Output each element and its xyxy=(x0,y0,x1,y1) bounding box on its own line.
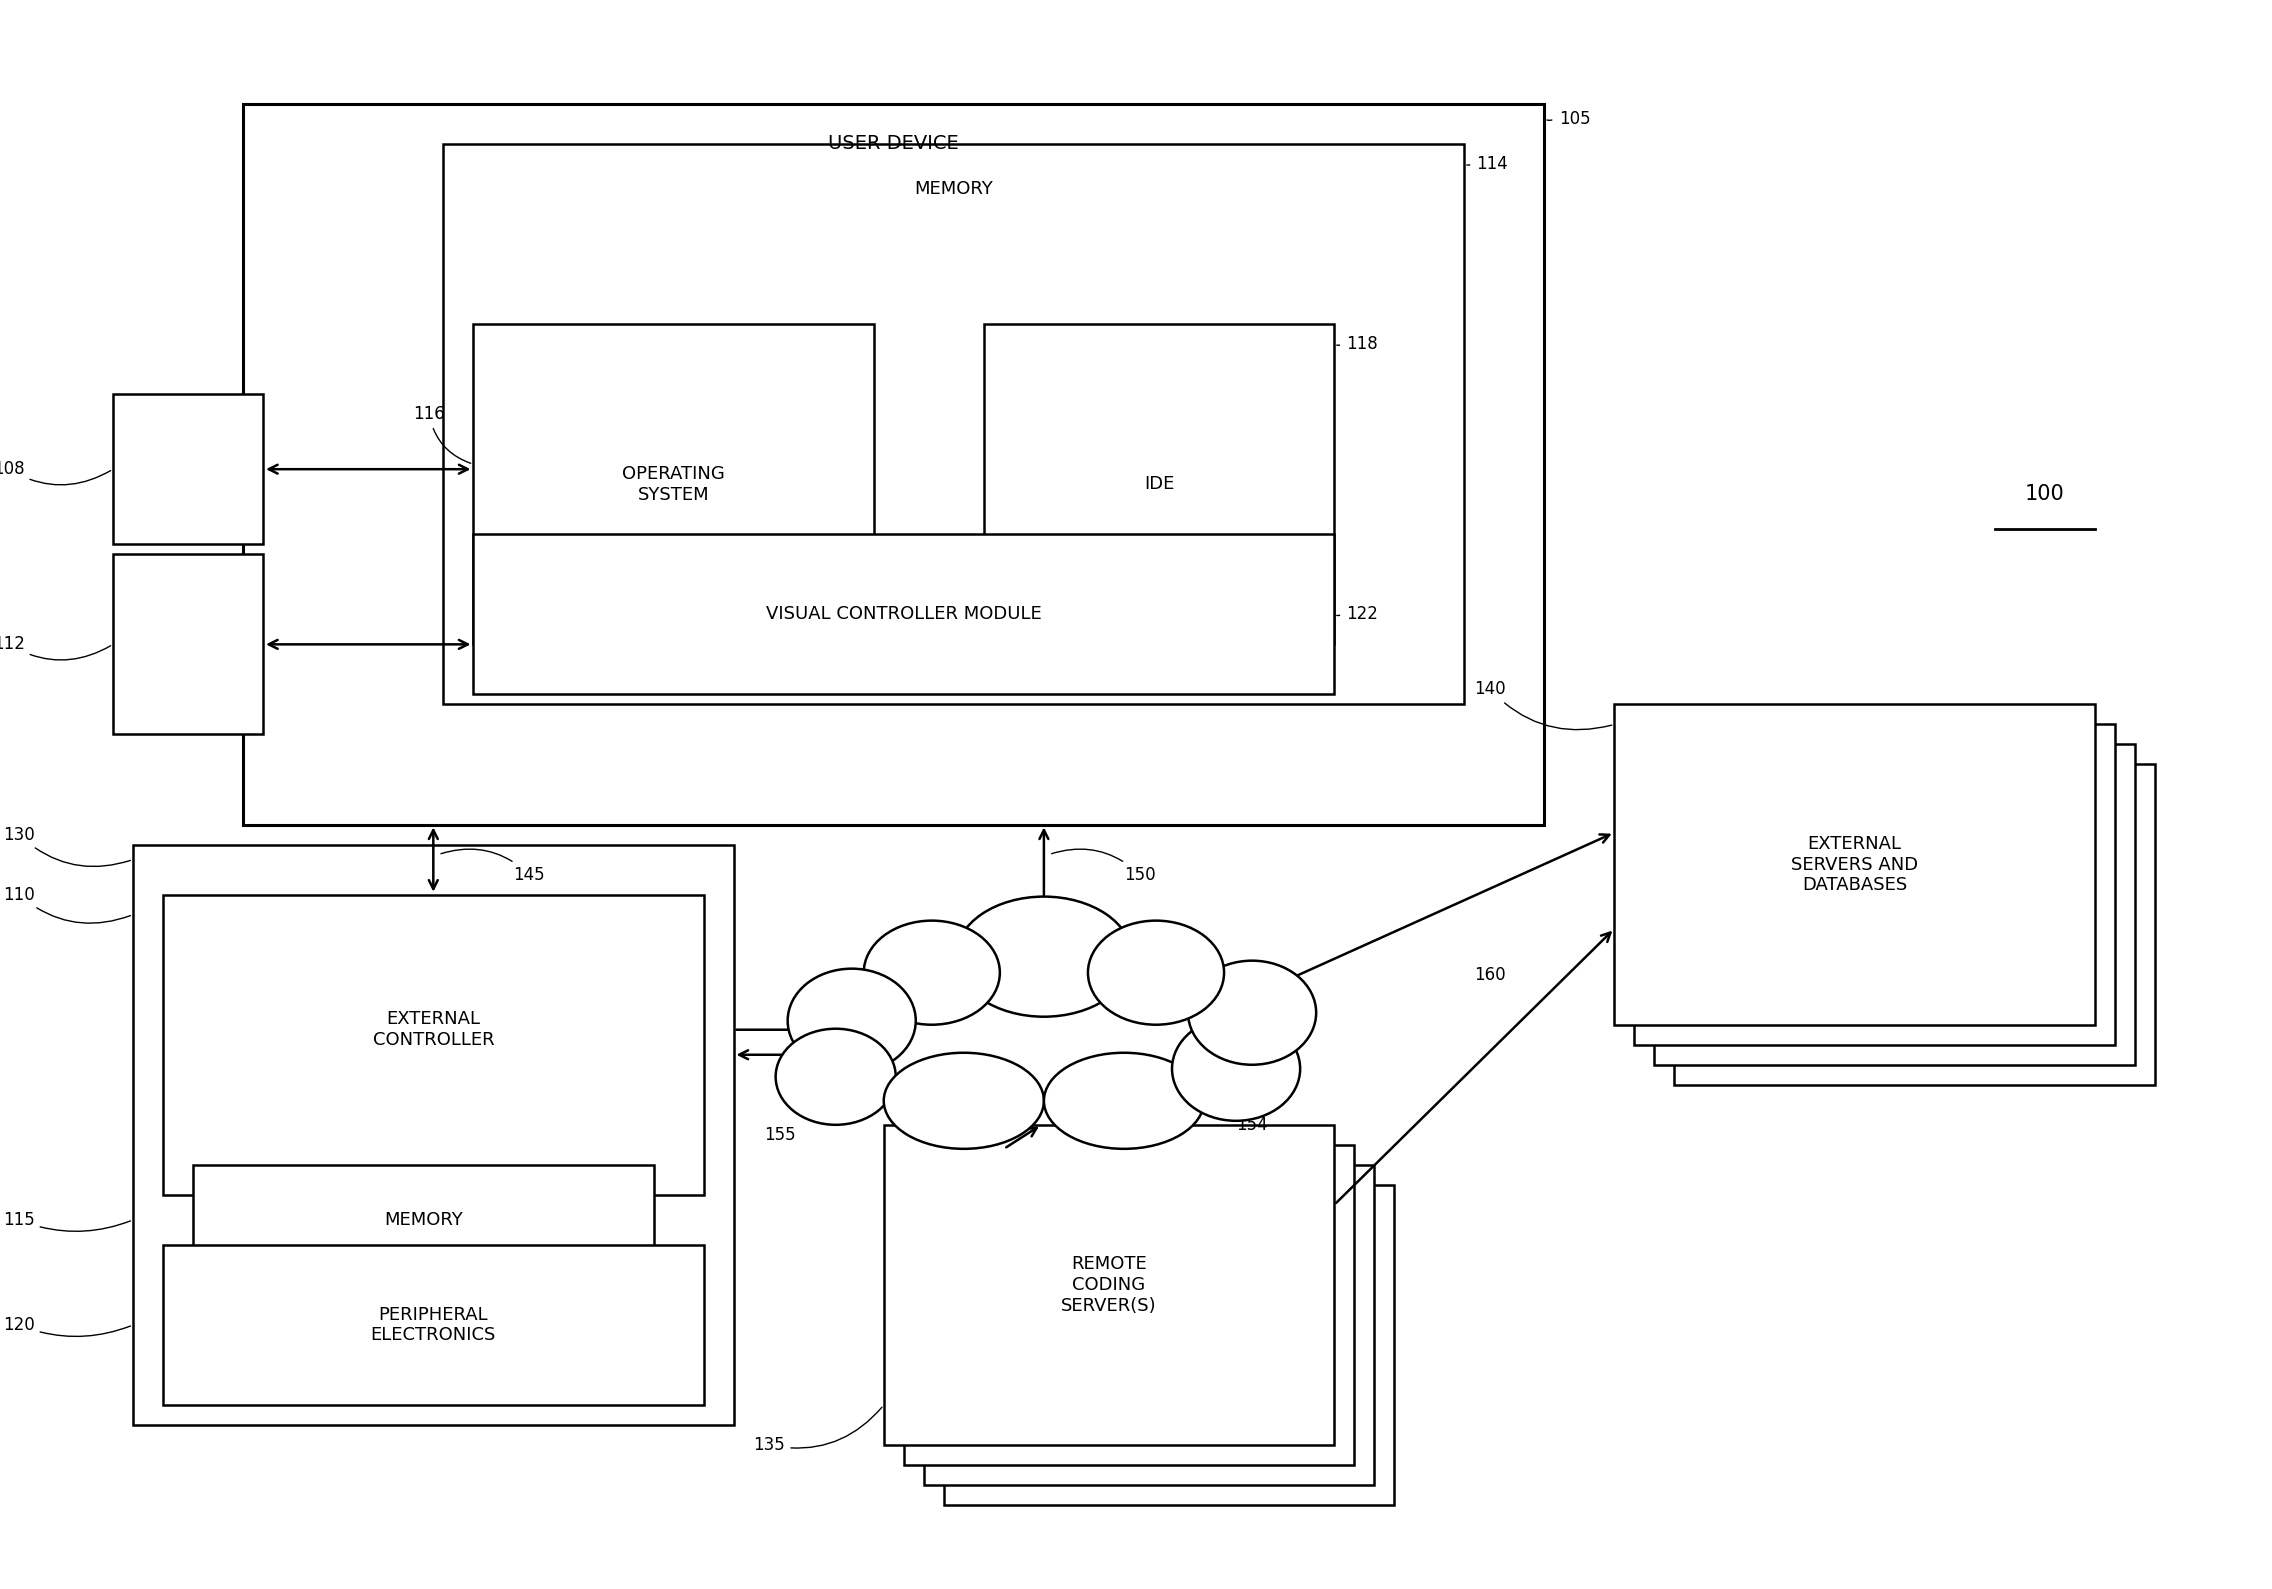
Bar xyxy=(904,1144,1354,1465)
Text: 112: 112 xyxy=(0,636,111,659)
Text: 130: 130 xyxy=(2,826,130,866)
Text: 145: 145 xyxy=(441,849,545,883)
Text: 150: 150 xyxy=(1052,849,1156,883)
Bar xyxy=(114,394,264,545)
Text: 115: 115 xyxy=(2,1211,130,1231)
Bar xyxy=(443,145,1463,704)
Text: EXTERNAL
CONTROLLER: EXTERNAL CONTROLLER xyxy=(373,1011,493,1049)
Bar xyxy=(1674,764,2154,1085)
Bar xyxy=(984,324,1334,645)
Text: EXTERNAL
SERVERS AND
DATABASES: EXTERNAL SERVERS AND DATABASES xyxy=(1790,834,1918,895)
Ellipse shape xyxy=(863,920,1000,1025)
Text: 118: 118 xyxy=(1347,335,1377,353)
Text: USER DEVICE: USER DEVICE xyxy=(829,135,959,154)
Text: PERIPHERAL
ELECTRONICS: PERIPHERAL ELECTRONICS xyxy=(370,1306,495,1344)
Ellipse shape xyxy=(884,1054,1043,1149)
Ellipse shape xyxy=(1088,920,1225,1025)
Bar xyxy=(925,1165,1375,1486)
Ellipse shape xyxy=(1188,961,1315,1065)
Text: MEMORY: MEMORY xyxy=(913,180,993,199)
Bar xyxy=(164,1244,704,1405)
Bar xyxy=(943,1185,1395,1505)
Text: 140: 140 xyxy=(1475,680,1611,729)
Text: 122: 122 xyxy=(1347,605,1379,623)
Text: 120: 120 xyxy=(2,1316,130,1336)
Text: IDE: IDE xyxy=(1143,475,1175,493)
Bar xyxy=(884,1125,1334,1444)
Text: OPERATING
SYSTEM: OPERATING SYSTEM xyxy=(623,466,725,504)
Text: MEMORY: MEMORY xyxy=(384,1211,463,1228)
Ellipse shape xyxy=(788,969,916,1073)
Text: VISUAL CONTROLLER MODULE: VISUAL CONTROLLER MODULE xyxy=(766,605,1041,623)
Ellipse shape xyxy=(1172,1017,1300,1120)
Text: 154: 154 xyxy=(1206,1069,1268,1135)
Text: 105: 105 xyxy=(1559,110,1590,127)
Ellipse shape xyxy=(1043,1054,1204,1149)
Bar xyxy=(1634,725,2115,1044)
Text: 135: 135 xyxy=(754,1408,882,1454)
Ellipse shape xyxy=(775,1028,895,1125)
Bar xyxy=(473,534,1334,694)
Text: REMOTE
CODING
SERVER(S): REMOTE CODING SERVER(S) xyxy=(1061,1255,1156,1314)
Ellipse shape xyxy=(957,896,1131,1017)
Bar xyxy=(193,1165,654,1274)
Bar xyxy=(1654,745,2136,1065)
Text: 110: 110 xyxy=(2,885,130,923)
Text: 155: 155 xyxy=(763,1127,795,1144)
Bar xyxy=(473,324,875,645)
Text: 100: 100 xyxy=(2024,485,2065,504)
Bar xyxy=(164,895,704,1195)
Text: 114: 114 xyxy=(1477,154,1509,173)
Text: 108: 108 xyxy=(0,461,111,485)
Bar xyxy=(114,555,264,734)
Bar xyxy=(134,844,734,1425)
Bar xyxy=(243,103,1545,825)
Text: 116: 116 xyxy=(414,405,470,464)
Text: 160: 160 xyxy=(1475,966,1506,984)
Bar xyxy=(1615,704,2095,1025)
